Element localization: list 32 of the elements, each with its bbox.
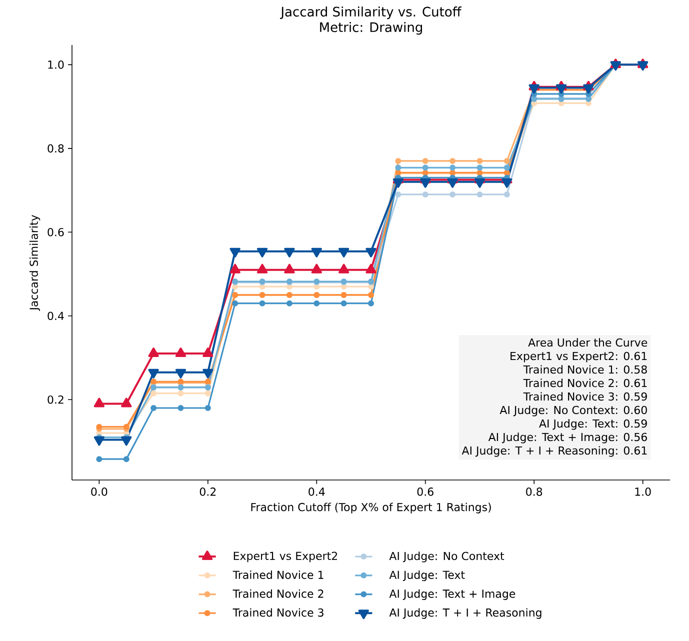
legend-label: Expert1 vs Expert2 <box>234 552 338 562</box>
legend-label: AI Judge: No Context <box>389 552 504 562</box>
annotation: Area Under the Curve <box>528 338 648 347</box>
y-axis-title: Jaccard Similarity <box>29 214 40 311</box>
x-axis-title: Fraction Cutoff (Top X% of Expert 1 Ratings) <box>251 502 491 514</box>
annotation: AI Judge: T + I + Reasoning: 0.61 <box>462 446 647 457</box>
annotation: Expert1 vs Expert2: 0.61 <box>510 352 647 362</box>
y-tick-label: 0.2 <box>48 395 64 404</box>
legend-label: AI Judge: Text + Image <box>389 589 516 600</box>
y-tick-label: 1.0 <box>48 60 64 69</box>
legend-label: Trained Novice 1 <box>232 570 324 579</box>
x-tick-label: 0.6 <box>417 488 434 496</box>
annotation: Trained Novice 2: 0.61 <box>523 378 647 388</box>
chart-subtitle: Metric: Drawing <box>320 22 422 35</box>
x-tick-label: 0.0 <box>91 488 108 496</box>
annotation: AI Judge: Text: 0.59 <box>539 419 647 430</box>
chart-title: Jaccard Similarity vs. Cutoff <box>280 6 462 20</box>
x-tick-label: 0.8 <box>526 488 542 496</box>
legend-label: AI Judge: T + I + Reasoning <box>389 608 542 619</box>
annotation: AI Judge: No Context: 0.60 <box>500 406 647 416</box>
annotation: Trained Novice 1: 0.58 <box>523 365 647 374</box>
legend-label: Trained Novice 2 <box>232 589 324 598</box>
x-tick-label: 1.0 <box>635 488 651 496</box>
y-tick-label: 0.8 <box>48 144 64 153</box>
legend-label: Trained Novice 3 <box>232 608 324 617</box>
x-tick-label: 0.4 <box>308 488 325 496</box>
annotation: AI Judge: Text + Image: 0.56 <box>488 432 647 444</box>
x-tick-label: 0.2 <box>200 488 216 496</box>
y-tick-label: 0.6 <box>48 228 64 236</box>
legend-label: AI Judge: Text <box>389 570 465 582</box>
annotation: Trained Novice 3: 0.59 <box>523 392 647 401</box>
y-tick-label: 0.4 <box>48 312 64 320</box>
